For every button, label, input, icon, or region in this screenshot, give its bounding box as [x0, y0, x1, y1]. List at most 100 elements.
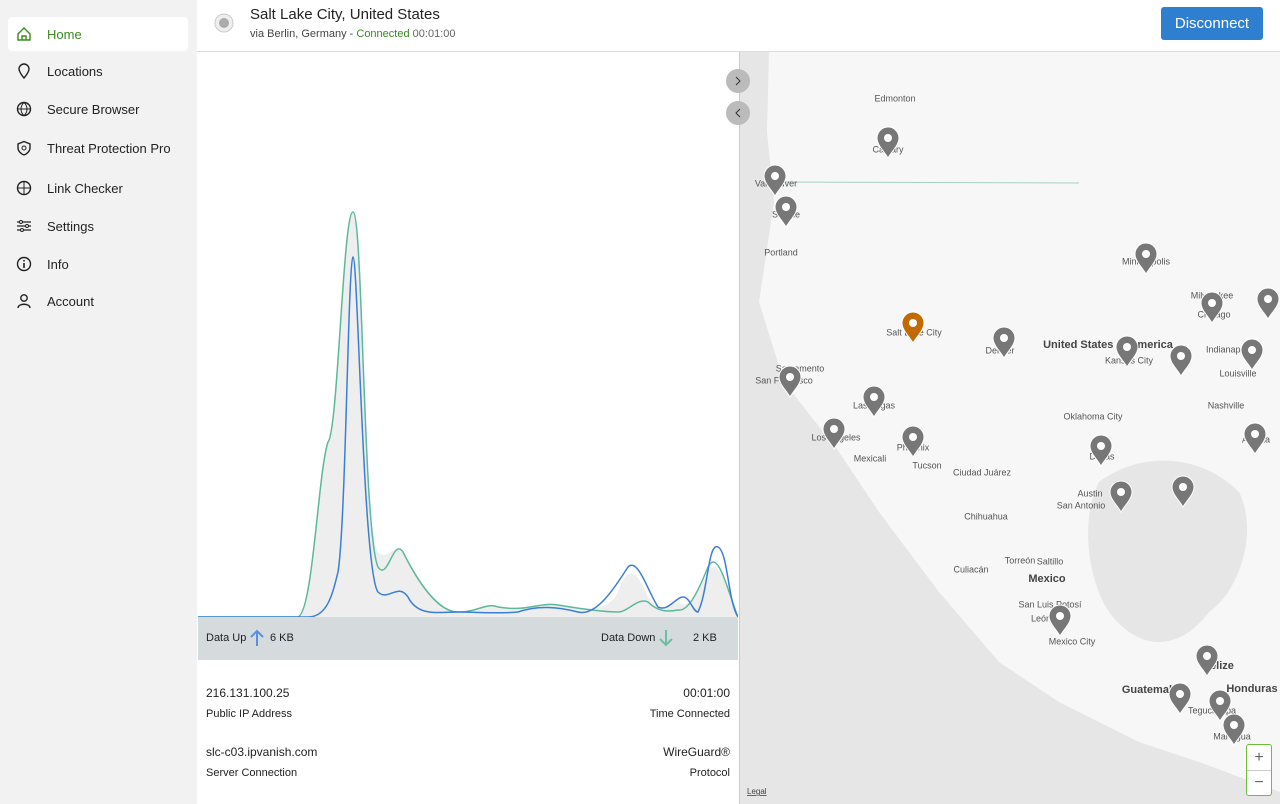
server-pin[interactable]: [1222, 713, 1246, 747]
graph-fill: [198, 212, 738, 617]
nav-label: Threat Protection Pro: [47, 140, 171, 156]
server-pin[interactable]: [774, 195, 798, 229]
nav-label: Home: [47, 26, 82, 42]
map-label: Indianapolis: [1206, 344, 1255, 354]
up-arrow: [250, 629, 264, 646]
map-label: León: [1031, 613, 1051, 623]
server-pin[interactable]: [822, 417, 846, 451]
map-label: Guatemala: [1122, 684, 1179, 696]
nav-icon: [17, 27, 31, 41]
map-label: Austin: [1077, 488, 1102, 498]
duration: 00:01:00: [412, 28, 456, 40]
map-label: Tegucigalpa: [1188, 705, 1236, 715]
panel-toggles: [726, 69, 750, 125]
nav-icon: [17, 294, 31, 309]
server-pin[interactable]: [1134, 242, 1158, 276]
server-pin[interactable]: [1109, 480, 1133, 514]
graph-line-down: [198, 211, 738, 617]
map-label: Louisville: [1219, 368, 1256, 378]
nav-icon: [17, 140, 31, 156]
map: EdmontonCalgaryVancouverSeattlePortlandM…: [739, 52, 1280, 804]
map-label: Oklahoma City: [1063, 411, 1123, 421]
server-pin[interactable]: [1256, 287, 1280, 321]
nav-label: Locations: [47, 63, 103, 79]
server-value: slc-c03.ipvanish.com: [206, 745, 318, 759]
nav-item[interactable]: Info: [8, 247, 188, 281]
map-label: Chihuahua: [964, 511, 1008, 521]
nav-label: Info: [47, 256, 69, 272]
map-label: Honduras: [1226, 683, 1277, 695]
server-pin[interactable]: [1200, 291, 1224, 325]
zoom-in[interactable]: +: [1247, 745, 1271, 771]
data-down-value: 2 KB: [693, 632, 717, 644]
ip-value: 216.131.100.25: [206, 686, 290, 700]
nav-item[interactable]: Link Checker: [8, 171, 188, 205]
server-label: Server Connection: [206, 767, 298, 779]
expand-button[interactable]: [726, 69, 750, 93]
nav-item[interactable]: Account: [8, 284, 188, 318]
down-arrow: [659, 630, 673, 647]
map-label: Nashville: [1208, 400, 1245, 410]
ip-label: Public IP Address: [206, 708, 293, 720]
gulf: [1088, 460, 1248, 642]
map-label: Culiacán: [953, 564, 988, 574]
ocean: [739, 52, 1280, 804]
server-pin[interactable]: [862, 385, 886, 419]
map-label: Mexicali: [854, 453, 887, 463]
status: Connected: [356, 28, 410, 40]
server-pin[interactable]: [1089, 434, 1113, 468]
disconnect-button[interactable]: Disconnect: [1161, 7, 1263, 40]
nav-icon: [17, 220, 31, 232]
data-down-label: Data Down: [601, 632, 656, 644]
server-pin[interactable]: [778, 365, 802, 399]
nav-item[interactable]: Secure Browser: [8, 92, 188, 126]
legal-link[interactable]: Legal: [747, 787, 767, 796]
selected-server-pin[interactable]: [901, 311, 925, 345]
map-label: San Antonio: [1057, 500, 1106, 510]
map-label: United States of America: [1043, 339, 1174, 351]
map-label: Sacramento: [776, 363, 825, 373]
map-label: Mexico: [1028, 573, 1066, 585]
connection-line: via Berlin, Germany - Connected 00:01:00: [250, 28, 455, 40]
server-pin[interactable]: [1048, 604, 1072, 638]
nav-label: Settings: [47, 218, 94, 234]
server-pin[interactable]: [1240, 338, 1264, 372]
time-label: Time Connected: [649, 708, 730, 720]
server-pin[interactable]: [1171, 475, 1195, 509]
nav-item[interactable]: Settings: [8, 209, 188, 243]
location: Salt Lake City, United States: [250, 6, 440, 23]
protocol-value: WireGuard®: [663, 745, 730, 759]
server-pin[interactable]: [1168, 682, 1192, 716]
map-label: Tucson: [912, 460, 941, 470]
graph-line-up: [198, 256, 738, 617]
server-pin[interactable]: [763, 164, 787, 198]
server-pin[interactable]: [876, 126, 900, 160]
server-pin[interactable]: [901, 425, 925, 459]
sidebar: Home Locations Secure Browser Threat Protec…: [0, 0, 197, 804]
nav-item[interactable]: Threat Protection Pro: [8, 131, 188, 165]
map-label: Ciudad Juárez: [953, 467, 1012, 477]
data-up-label: Data Up: [206, 632, 247, 644]
map-label: Portland: [764, 247, 798, 257]
map-label: San Luis Potosí: [1018, 599, 1082, 609]
server-pin[interactable]: [1169, 344, 1193, 378]
server-pin[interactable]: [1195, 644, 1219, 678]
zoom-out[interactable]: −: [1254, 774, 1264, 791]
via: via Berlin, Germany -: [250, 28, 354, 40]
nav-icon: [16, 256, 32, 272]
status-dot: [214, 13, 234, 33]
server-pin[interactable]: [992, 326, 1016, 360]
nav-icon: [18, 63, 30, 79]
time-value: 00:01:00: [683, 686, 730, 700]
data-up-value: 6 KB: [270, 632, 294, 644]
server-pin[interactable]: [1115, 335, 1139, 369]
nav-item[interactable]: Home: [8, 17, 188, 51]
nav-label: Secure Browser: [47, 101, 140, 117]
server-pin[interactable]: [1208, 689, 1232, 723]
nav-item[interactable]: Locations: [8, 54, 188, 88]
nav-icon: [16, 101, 32, 117]
server-pin[interactable]: [1243, 422, 1267, 456]
nav-icon: [16, 180, 32, 196]
collapse-button[interactable]: [726, 101, 750, 125]
